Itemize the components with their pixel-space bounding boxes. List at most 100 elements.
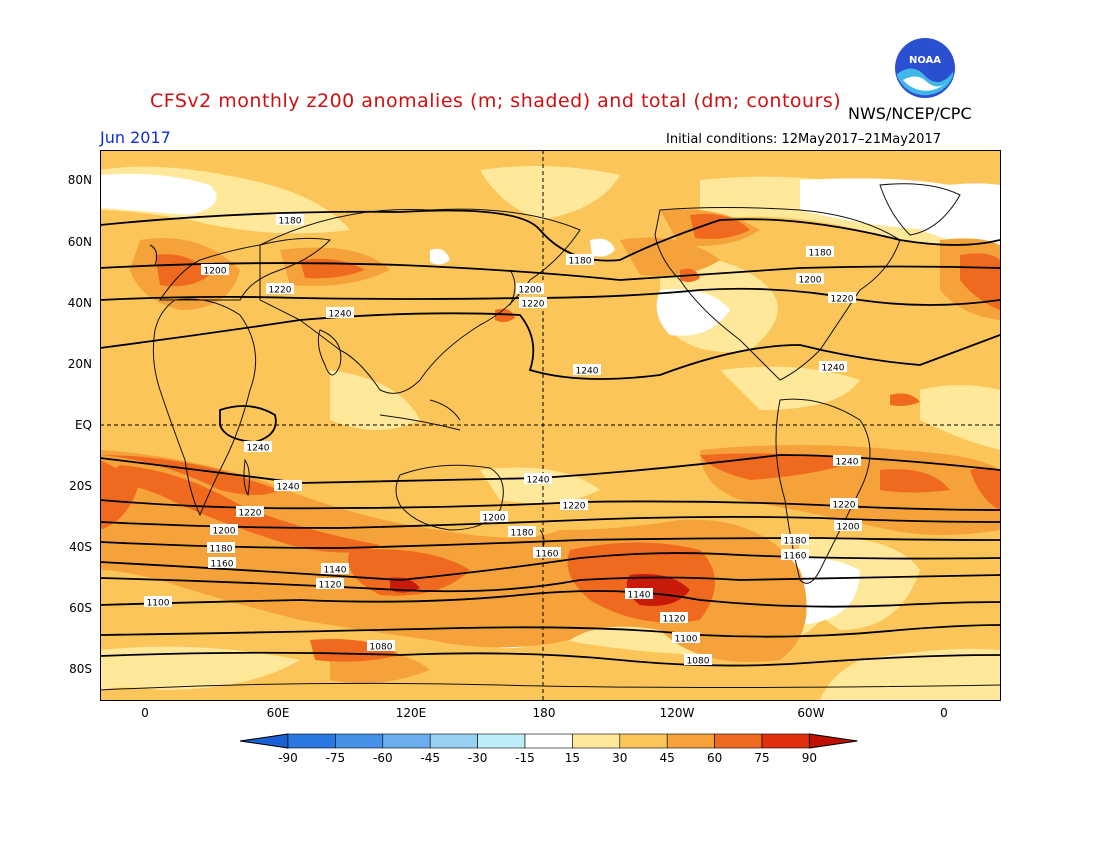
contour-label: 1240 — [833, 455, 861, 468]
anomaly-map: 1180120012201240118012001220124011801200… — [100, 150, 1001, 701]
svg-text:1140: 1140 — [324, 566, 347, 576]
lat-label-eq: EQ — [74, 418, 92, 432]
colorbar-box — [714, 733, 763, 749]
colorbar-box — [429, 733, 478, 749]
contour-label: 1100 — [672, 632, 700, 645]
contour-label: 1220 — [519, 297, 547, 310]
initial-conditions: Initial conditions: 12May2017–21May2017 — [666, 132, 941, 147]
contour-label: 1240 — [573, 364, 601, 377]
colorbar-box — [477, 733, 526, 749]
colorbar-box — [524, 733, 573, 749]
colorbar-tick-label: -30 — [467, 751, 488, 765]
contour-label: 1080 — [684, 654, 712, 667]
lon-label-0: 0 — [141, 706, 149, 720]
contour-label: 1180 — [508, 526, 536, 539]
colorbar-tick-label: 60 — [706, 751, 723, 765]
contour-label: 1180 — [806, 246, 834, 259]
contour-label: 1240 — [819, 361, 847, 374]
contour-label: 1220 — [266, 283, 294, 296]
svg-text:1180: 1180 — [279, 217, 302, 227]
lat-label-40n: 40N — [67, 296, 92, 310]
contour-label: 1180 — [207, 542, 235, 555]
contour-label: 1080 — [367, 640, 395, 653]
contour-label: 1180 — [781, 534, 809, 547]
contour-label: 1120 — [660, 612, 688, 625]
contour-label: 1200 — [516, 283, 544, 296]
lon-label-120w: 120W — [659, 706, 695, 720]
lat-label-40s: 40S — [69, 540, 92, 554]
contour-label: 1160 — [533, 547, 561, 560]
colorbar-right-arrow — [808, 733, 858, 749]
colorbar-box — [287, 733, 336, 749]
svg-text:1120: 1120 — [319, 581, 342, 591]
contour-label: 1180 — [566, 254, 594, 267]
lon-label-120e: 120E — [395, 706, 427, 720]
contour-label: 1140 — [625, 588, 653, 601]
contour-label: 1200 — [480, 511, 508, 524]
lat-label-60s: 60S — [69, 601, 92, 615]
svg-text:1220: 1220 — [239, 509, 262, 519]
svg-text:1140: 1140 — [628, 591, 651, 601]
contour-label: 1220 — [236, 506, 264, 519]
contour-label: 1220 — [830, 498, 858, 511]
noaa-logo: NOAA — [893, 36, 957, 100]
lat-label-80n: 80N — [67, 173, 92, 187]
svg-text:1160: 1160 — [784, 552, 807, 562]
contour-label: 1220 — [828, 292, 856, 305]
svg-text:1240: 1240 — [247, 444, 270, 454]
svg-text:1240: 1240 — [527, 476, 550, 486]
svg-text:1180: 1180 — [809, 249, 832, 259]
svg-text:1180: 1180 — [569, 257, 592, 267]
colorbar-tick-label: -15 — [515, 751, 535, 765]
noaa-logo-text: NOAA — [909, 55, 941, 66]
svg-text:1100: 1100 — [147, 599, 170, 609]
coastlines — [100, 183, 1001, 691]
map-frame — [100, 150, 1001, 701]
lon-label-180: 180 — [532, 706, 556, 720]
svg-text:1080: 1080 — [370, 643, 393, 653]
chart-title: CFSv2 monthly z200 anomalies (m; shaded)… — [150, 90, 842, 112]
svg-text:1200: 1200 — [799, 276, 822, 286]
forecast-month: Jun 2017 — [100, 128, 171, 147]
contour-label: 1200 — [201, 264, 229, 277]
colorbar-tick-label: -75 — [325, 751, 346, 765]
svg-text:1240: 1240 — [836, 458, 859, 468]
svg-text:1220: 1220 — [522, 300, 545, 310]
svg-text:1200: 1200 — [213, 527, 236, 537]
colorbar-tick-label: -45 — [420, 751, 440, 765]
svg-text:1180: 1180 — [511, 529, 534, 539]
contour-label: 1240 — [274, 480, 302, 493]
svg-text:1180: 1180 — [784, 537, 807, 547]
agency-label: NWS/NCEP/CPC — [848, 104, 972, 123]
colorbar-tick-label: 30 — [612, 751, 628, 765]
contour-label: 1200 — [210, 524, 238, 537]
svg-text:1200: 1200 — [483, 514, 506, 524]
svg-text:1240: 1240 — [329, 310, 352, 320]
lon-label-60w: 60W — [797, 706, 825, 720]
svg-text:1120: 1120 — [663, 615, 686, 625]
svg-text:1200: 1200 — [519, 286, 542, 296]
colorbar-tick-label: -60 — [372, 751, 393, 765]
contour-label: 1180 — [276, 214, 304, 227]
colorbar-tick-label: 75 — [754, 751, 770, 765]
svg-text:1220: 1220 — [833, 501, 856, 511]
contour-label: 1220 — [560, 499, 588, 512]
svg-text:1200: 1200 — [837, 523, 860, 533]
svg-text:1080: 1080 — [687, 657, 710, 667]
svg-text:1220: 1220 — [269, 286, 292, 296]
colorbar-tick-label: 15 — [564, 751, 581, 765]
lat-label-80s: 80S — [69, 662, 92, 676]
svg-text:1160: 1160 — [211, 560, 234, 570]
svg-text:1100: 1100 — [675, 635, 698, 645]
contour-label: 1240 — [326, 307, 354, 320]
contour-label: 1100 — [144, 596, 172, 609]
lat-label-20s: 20S — [69, 479, 92, 493]
contour-label: 1140 — [321, 563, 349, 576]
contour-label: 1160 — [208, 557, 236, 570]
colorbar-box — [572, 733, 621, 749]
contour-label: 1120 — [316, 578, 344, 591]
colorbar-box — [761, 733, 810, 749]
svg-text:1220: 1220 — [563, 502, 586, 512]
contour-labels: 1180120012201240118012001220124011801200… — [144, 214, 862, 667]
colorbar-box — [666, 733, 715, 749]
